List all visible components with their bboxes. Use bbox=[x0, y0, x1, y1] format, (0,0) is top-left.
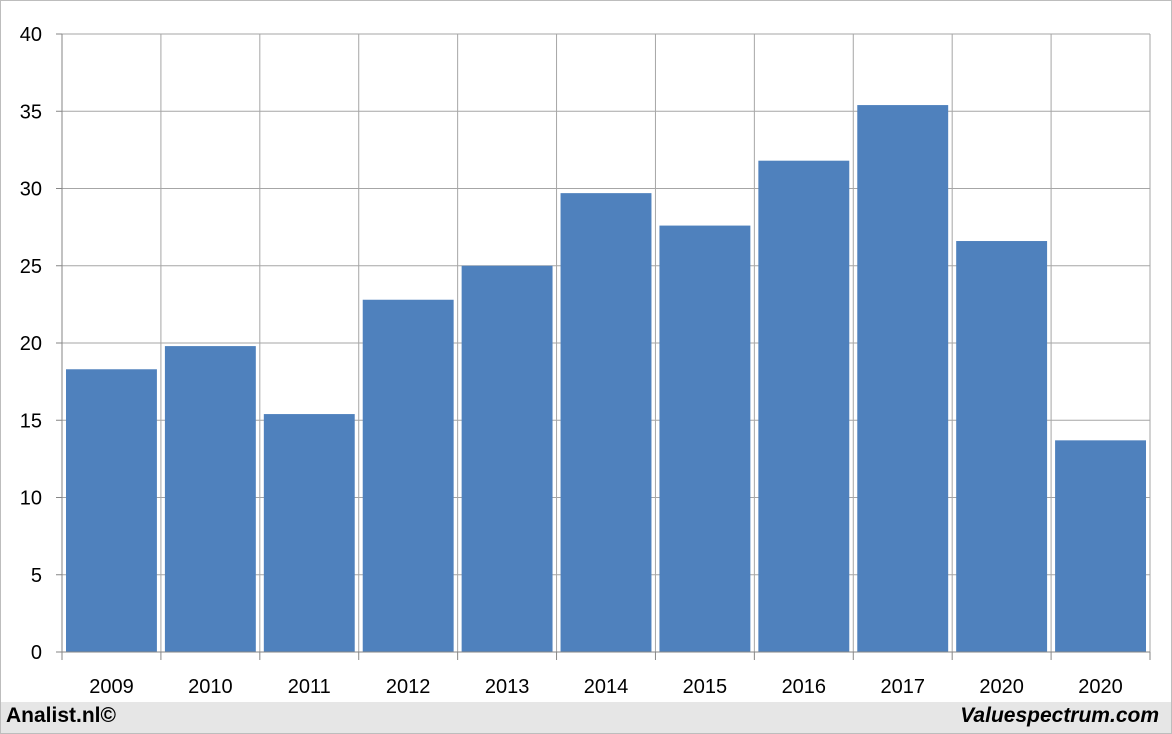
source-credit: Analist.nl© bbox=[6, 704, 116, 727]
x-tick-label: 2016 bbox=[782, 676, 827, 698]
x-tick-label: 2011 bbox=[288, 676, 331, 698]
y-tick-label: 15 bbox=[20, 410, 42, 432]
x-tick-label: 2017 bbox=[880, 676, 925, 698]
y-tick-label: 5 bbox=[31, 565, 42, 587]
y-tick-label: 40 bbox=[20, 24, 42, 46]
x-tick-label: 2014 bbox=[584, 676, 629, 698]
axes bbox=[56, 33, 1151, 660]
bar-2020-10 bbox=[1055, 440, 1146, 652]
y-tick-label: 10 bbox=[20, 488, 42, 510]
bar-2010-1 bbox=[164, 346, 256, 652]
x-tick-label: 2015 bbox=[683, 676, 728, 698]
bar-2013-4 bbox=[461, 265, 553, 652]
bar-2011-2 bbox=[263, 414, 355, 652]
y-tick-label: 25 bbox=[20, 256, 42, 278]
y-tick-label: 20 bbox=[20, 333, 42, 355]
x-tick-label: 2010 bbox=[188, 676, 233, 698]
x-tick-label: 2009 bbox=[89, 676, 134, 698]
site-credit: Valuespectrum.com bbox=[960, 704, 1159, 727]
bar-2017-8 bbox=[857, 105, 949, 652]
bar-2014-5 bbox=[560, 193, 652, 652]
bars bbox=[66, 105, 1146, 652]
chart-footer: Analist.nl© Valuespectrum.com bbox=[1, 702, 1171, 733]
y-tick-label: 35 bbox=[20, 101, 42, 123]
bar-2009-0 bbox=[66, 369, 157, 652]
bar-2020-9 bbox=[956, 241, 1048, 652]
y-tick-label: 0 bbox=[31, 642, 42, 664]
x-tick-label: 2020 bbox=[979, 676, 1024, 698]
x-tick-label: 2013 bbox=[485, 676, 530, 698]
y-tick-label: 30 bbox=[20, 179, 42, 201]
bar-2015-6 bbox=[659, 225, 751, 652]
bar-chart: 0 5 10 15 20 25 30 35 40 2009 2010 2011 2012 2013 201… bbox=[20, 24, 1151, 698]
bar-2012-3 bbox=[362, 299, 454, 652]
y-tick-labels: 0 5 10 15 20 25 30 35 40 bbox=[20, 24, 42, 664]
x-tick-label: 2012 bbox=[386, 676, 431, 698]
x-tick-labels: 2009 2010 2011 2012 2013 2014 2015 2016 2017 2020… bbox=[89, 676, 1123, 698]
bar-2016-7 bbox=[758, 160, 850, 652]
x-tick-label: 2020 bbox=[1078, 676, 1123, 698]
